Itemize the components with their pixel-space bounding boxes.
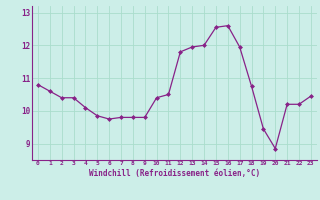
X-axis label: Windchill (Refroidissement éolien,°C): Windchill (Refroidissement éolien,°C) (89, 169, 260, 178)
